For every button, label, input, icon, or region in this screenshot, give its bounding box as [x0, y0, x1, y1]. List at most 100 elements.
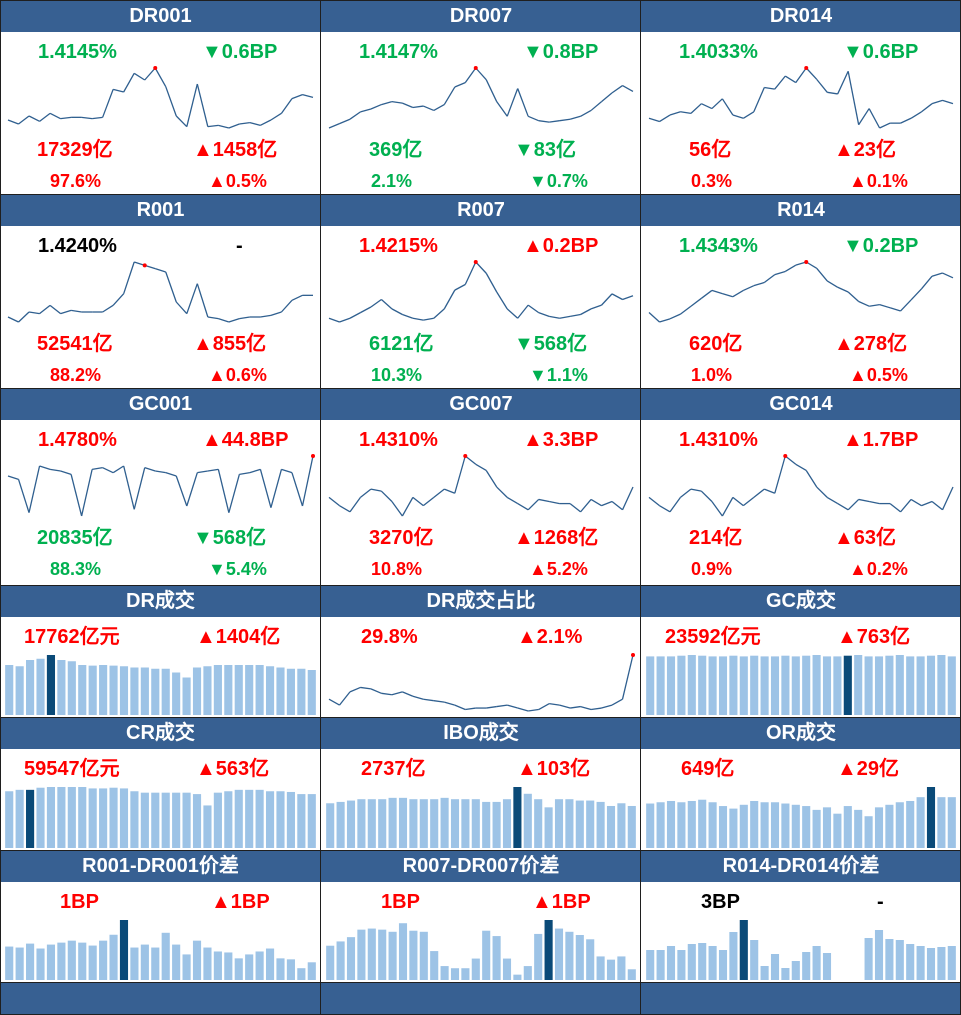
bp-change: - [236, 235, 243, 257]
share-value: 88.2% [50, 365, 102, 385]
bar [109, 787, 118, 848]
line-segment [506, 88, 519, 117]
bar [26, 789, 35, 848]
bar [554, 928, 564, 980]
line-segment [611, 85, 623, 94]
bar [36, 658, 45, 715]
bar [739, 920, 748, 980]
line-segment [291, 472, 304, 507]
line-segment [49, 468, 61, 472]
line-segment [433, 104, 445, 112]
bar [781, 655, 790, 715]
bar [336, 941, 345, 980]
line-segment [701, 289, 713, 299]
bar [213, 665, 222, 715]
line-segment [900, 499, 912, 513]
line-segment [475, 67, 487, 81]
line-segment [764, 86, 775, 90]
line-segment [412, 695, 424, 700]
r007-panel: R007 1.4215% ▲0.2BP 6121亿 ▼568亿 10.3% ▼1.1% [321, 194, 641, 388]
bar [864, 938, 873, 980]
line-segment [154, 67, 167, 87]
panel-title: OR成交 [641, 717, 961, 749]
panel-title: DR成交 [0, 585, 321, 617]
bar [119, 920, 129, 980]
line-segment [433, 700, 445, 703]
bar [88, 665, 97, 715]
volume-change: ▼568亿 [514, 333, 588, 355]
panel-title: GC014 [641, 388, 961, 420]
line-segment [239, 122, 250, 125]
r014-dr014-panel: R014-DR014价差 3BP - [641, 850, 961, 982]
bar [326, 803, 335, 848]
line-segment [249, 468, 261, 474]
bp-change: ▼0.6BP [202, 41, 278, 63]
dr001-panel: DR001 1.4145% ▼0.6BP 17329亿 ▲1458亿 97.6% ▲0.5% [0, 0, 321, 194]
line-segment [601, 704, 613, 709]
bar [492, 801, 501, 848]
volume-change: ▲1404亿 [196, 626, 281, 648]
bar [864, 816, 873, 848]
bar [513, 787, 522, 848]
line-segment [690, 103, 702, 114]
bar [656, 950, 665, 980]
line-segment [81, 116, 93, 120]
bar [781, 803, 790, 848]
bar [666, 656, 676, 715]
line-segment [339, 317, 351, 323]
spread-change: ▲1BP [211, 891, 270, 913]
rate-value: 1.4215% [359, 235, 438, 257]
line-segment [669, 111, 681, 116]
line-segment [722, 292, 734, 298]
share-change: ▲5.2% [529, 559, 588, 579]
panel-title: R007-DR007价差 [321, 850, 641, 882]
bar [770, 954, 780, 980]
line-segment [39, 112, 51, 122]
bar [812, 655, 821, 715]
bar [245, 789, 254, 848]
line-segment [910, 288, 923, 301]
line-segment [49, 304, 61, 315]
line-segment [570, 705, 581, 709]
bar [140, 944, 149, 980]
line-segment [700, 490, 713, 502]
bar [656, 656, 665, 715]
line-segment [900, 117, 912, 124]
bar [346, 937, 356, 980]
grid-divider [640, 0, 641, 1015]
bar [544, 920, 553, 980]
bar [627, 805, 636, 848]
bar [895, 802, 904, 848]
line-segment [910, 498, 922, 507]
volume-value: 20835亿 [37, 527, 113, 549]
latest-point-marker [463, 454, 468, 458]
bar [513, 974, 522, 980]
bar [297, 794, 306, 848]
bar [213, 951, 222, 980]
line-segment [112, 293, 125, 306]
bar [5, 946, 14, 980]
line-segment [228, 474, 241, 513]
line-segment [496, 101, 508, 117]
bar [698, 655, 707, 715]
volume-value: 56亿 [689, 139, 732, 161]
bar [419, 799, 428, 848]
bar [947, 656, 956, 715]
line-segment [370, 488, 382, 492]
line-segment [412, 317, 424, 321]
spread-bar-chart [5, 920, 316, 980]
line-segment [858, 108, 870, 126]
line-segment [401, 497, 414, 517]
line-segment [538, 703, 550, 711]
bar [109, 934, 118, 980]
line-segment [102, 89, 114, 118]
line-segment [391, 101, 403, 104]
line-segment [464, 261, 477, 285]
bar [234, 789, 243, 848]
line-segment [580, 705, 592, 711]
volume-change: ▲1268亿 [514, 527, 599, 549]
bar [409, 930, 418, 980]
bar [357, 799, 366, 848]
bar [906, 656, 915, 715]
latest-point-marker [473, 66, 478, 70]
